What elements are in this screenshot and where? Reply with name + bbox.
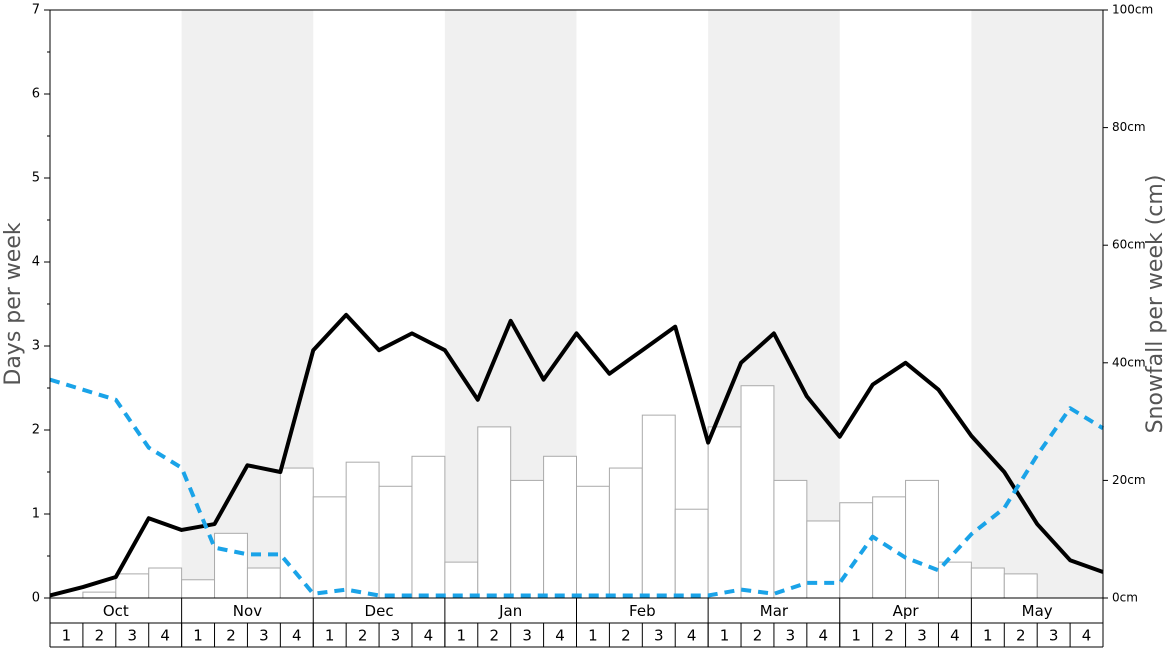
bar	[477, 426, 512, 599]
bar	[148, 567, 183, 599]
bar	[576, 485, 610, 599]
month-label: May	[1022, 602, 1053, 620]
week-label: 3	[1049, 627, 1059, 645]
week-label: 1	[457, 627, 467, 645]
y-tick-label: 4	[32, 255, 40, 270]
week-label: 2	[621, 627, 631, 645]
bar	[115, 573, 150, 599]
bar	[674, 508, 709, 599]
month-label: Jan	[498, 602, 522, 620]
week-label: 2	[753, 627, 763, 645]
bar	[806, 520, 841, 599]
week-label: 4	[1082, 627, 1092, 645]
week-label: 2	[1016, 627, 1026, 645]
week-label: 3	[259, 627, 269, 645]
y-axis-title: Days per week	[1, 222, 26, 385]
week-label: 1	[193, 627, 203, 645]
bar	[312, 496, 347, 599]
week-label: 1	[325, 627, 335, 645]
week-label: 2	[95, 627, 105, 645]
y2-axis-title: Snowfall per week (cm)	[1143, 175, 1168, 434]
month-label: Nov	[233, 602, 262, 620]
week-label: 3	[127, 627, 137, 645]
line	[49, 312, 1104, 598]
week-label: 3	[522, 627, 532, 645]
bar	[1003, 573, 1038, 599]
week-label: 4	[687, 627, 697, 645]
bar	[246, 567, 281, 599]
week-label: 4	[819, 627, 829, 645]
bar	[905, 479, 939, 599]
bar	[937, 561, 972, 599]
y2-tick-label: 20cm	[1112, 473, 1146, 487]
bar	[279, 467, 314, 599]
week-label: 4	[555, 627, 565, 645]
bar	[773, 479, 808, 599]
y-tick-label: 2	[32, 423, 40, 438]
week-label: 3	[391, 627, 401, 645]
week-label: 2	[358, 627, 368, 645]
bar	[970, 567, 1005, 599]
bar	[510, 479, 545, 599]
month-label: Apr	[893, 602, 920, 620]
bar	[82, 591, 117, 599]
y-tick-label: 1	[32, 507, 40, 522]
week-label: 1	[62, 627, 72, 645]
y2-tick-label: 100cm	[1112, 3, 1153, 17]
bar	[181, 579, 216, 599]
bar	[707, 426, 742, 599]
week-label: 1	[720, 627, 730, 645]
bar	[378, 485, 413, 599]
y2-tick-label: 40cm	[1112, 355, 1146, 369]
month-label: Feb	[629, 602, 656, 620]
y2-tick-label: 80cm	[1112, 120, 1146, 134]
week-label: 4	[292, 627, 302, 645]
week-label: 3	[654, 627, 664, 645]
bar	[740, 385, 775, 599]
week-label: 2	[226, 627, 236, 645]
week-label: 2	[489, 627, 499, 645]
week-label: 4	[160, 627, 170, 645]
month-band	[971, 10, 1103, 598]
bar	[641, 414, 676, 599]
y-tick-label: 0	[32, 591, 40, 606]
week-label: 2	[884, 627, 894, 645]
week-label: 3	[917, 627, 927, 645]
bar	[411, 455, 446, 599]
week-label: 4	[424, 627, 434, 645]
week-label: 1	[588, 627, 598, 645]
week-label: 1	[851, 627, 861, 645]
bar	[543, 455, 577, 599]
week-label: 1	[983, 627, 993, 645]
y-tick-label: 7	[32, 3, 40, 18]
y-tick-label: 5	[32, 171, 40, 186]
week-label: 4	[950, 627, 960, 645]
y-tick-label: 3	[32, 339, 40, 354]
line	[49, 377, 1105, 598]
month-label: Mar	[760, 602, 789, 620]
y2-tick-label: 60cm	[1112, 238, 1146, 252]
y-tick-label: 6	[32, 87, 40, 102]
bar	[214, 532, 248, 599]
y2-tick-label: 0cm	[1112, 591, 1138, 605]
month-label: Dec	[365, 602, 394, 620]
bar	[839, 502, 874, 599]
month-label: Oct	[103, 602, 129, 620]
week-label: 3	[786, 627, 796, 645]
bar	[608, 467, 643, 599]
bar	[444, 561, 479, 599]
bar	[345, 461, 380, 599]
